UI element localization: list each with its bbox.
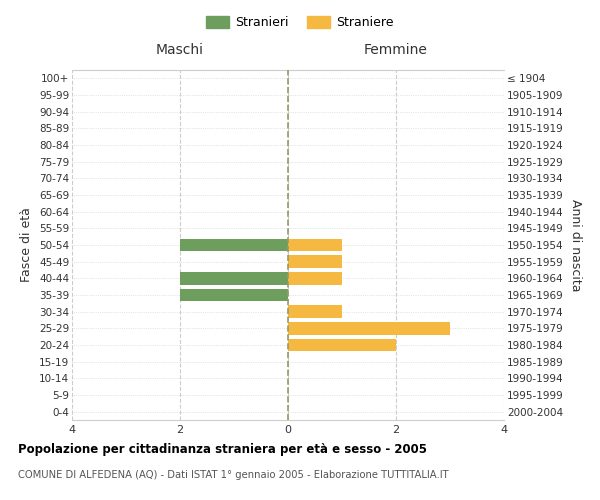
Text: Maschi: Maschi xyxy=(156,42,204,56)
Bar xyxy=(288,322,450,334)
Bar xyxy=(288,306,342,318)
Text: Femmine: Femmine xyxy=(364,42,428,56)
Bar xyxy=(288,256,342,268)
Bar xyxy=(180,272,288,284)
Y-axis label: Fasce di età: Fasce di età xyxy=(20,208,34,282)
Bar xyxy=(288,339,396,351)
Legend: Stranieri, Straniere: Stranieri, Straniere xyxy=(202,11,398,34)
Bar xyxy=(180,239,288,251)
Bar xyxy=(180,289,288,301)
Bar xyxy=(288,239,342,251)
Y-axis label: Anni di nascita: Anni di nascita xyxy=(569,198,582,291)
Text: Popolazione per cittadinanza straniera per età e sesso - 2005: Popolazione per cittadinanza straniera p… xyxy=(18,442,427,456)
Text: COMUNE DI ALFEDENA (AQ) - Dati ISTAT 1° gennaio 2005 - Elaborazione TUTTITALIA.I: COMUNE DI ALFEDENA (AQ) - Dati ISTAT 1° … xyxy=(18,470,449,480)
Bar xyxy=(288,272,342,284)
